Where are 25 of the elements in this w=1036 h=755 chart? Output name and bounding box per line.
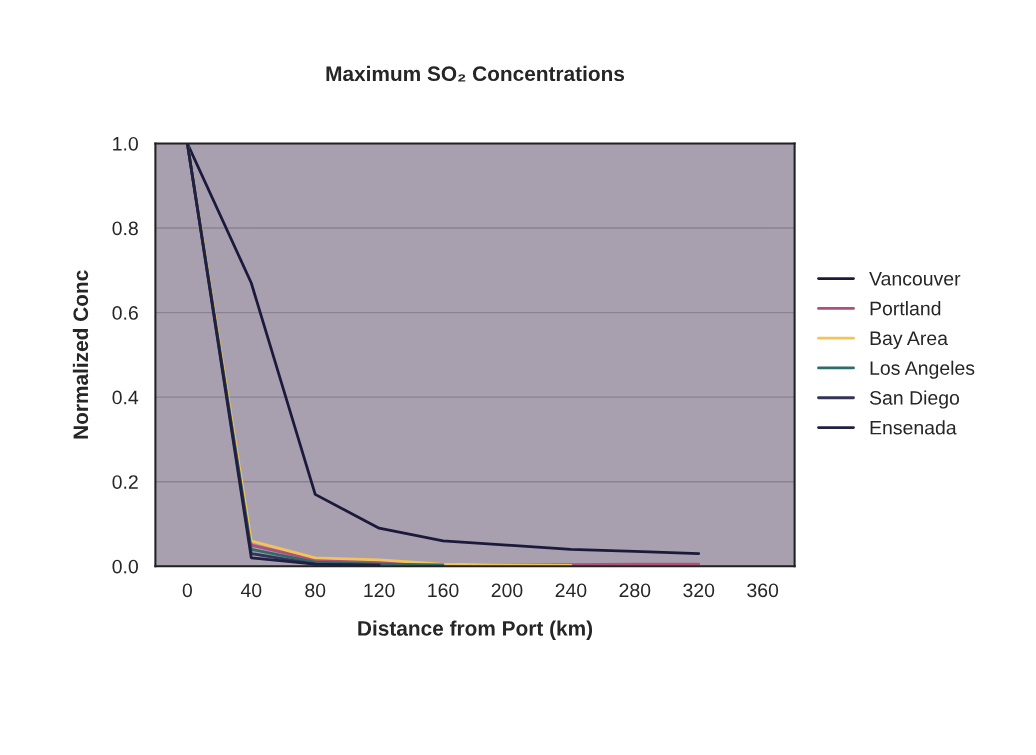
- x-tick-label: 160: [428, 583, 459, 598]
- x-tick-label: 240: [555, 583, 587, 598]
- y-axis-title: Normalized Conc: [72, 270, 89, 439]
- chart-title: Maximum SO₂ Concentrations: [326, 65, 625, 82]
- y-tick-label: 1.0: [113, 136, 138, 151]
- y-tick-label: 0.6: [112, 306, 138, 320]
- legend-label: Ensenada: [870, 420, 957, 435]
- x-tick-label: 320: [683, 583, 715, 598]
- x-tick-label: 360: [747, 583, 779, 598]
- x-axis-title: Distance from Port (km): [358, 620, 593, 640]
- legend-label: Bay Area: [870, 331, 948, 350]
- y-tick-label: 0.4: [112, 390, 139, 405]
- x-tick-label: 200: [491, 583, 523, 598]
- legend-label: Los Angeles: [870, 360, 975, 379]
- y-tick-label: 0.8: [112, 221, 138, 236]
- legend-label: Vancouver: [869, 272, 961, 286]
- x-tick-label: 120: [364, 583, 395, 598]
- legend-label: San Diego: [869, 390, 960, 409]
- x-tick-label: 40: [240, 583, 262, 598]
- x-tick-label: 0: [182, 583, 193, 598]
- y-tick-label: 0.0: [112, 559, 138, 574]
- y-tick-label: 0.2: [112, 475, 138, 489]
- x-tick-label: 280: [619, 583, 651, 598]
- x-tick-label: 80: [305, 583, 326, 598]
- legend-label: Portland: [870, 301, 941, 316]
